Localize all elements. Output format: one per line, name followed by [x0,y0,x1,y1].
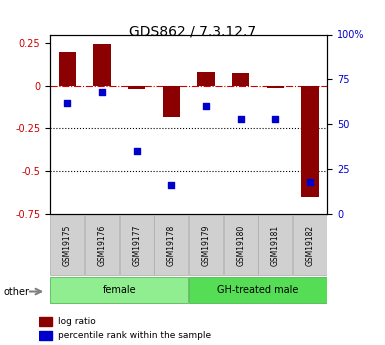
Bar [197,72,215,86]
FancyBboxPatch shape [50,215,84,275]
Point [64,100,70,106]
FancyBboxPatch shape [189,215,223,275]
Text: GH-treated male: GH-treated male [217,285,299,295]
FancyBboxPatch shape [85,215,119,275]
Text: log ratio: log ratio [58,317,96,326]
Text: percentile rank within the sample: percentile rank within the sample [58,331,211,340]
Point [238,116,244,121]
Point [99,89,105,95]
Bar [162,86,180,117]
Text: female: female [102,285,136,295]
Bar [301,86,318,197]
Text: GSM19178: GSM19178 [167,224,176,266]
Text: GDS862 / 7.3.12.7: GDS862 / 7.3.12.7 [129,24,256,38]
Text: GSM19180: GSM19180 [236,224,245,266]
FancyBboxPatch shape [293,215,327,275]
Bar [38,317,52,326]
Bar [128,86,145,89]
Bar [93,44,111,86]
Bar [266,86,284,88]
Text: GSM19175: GSM19175 [63,224,72,266]
Text: GSM19179: GSM19179 [201,224,211,266]
Text: GSM19182: GSM19182 [305,224,315,266]
Bar [232,73,249,86]
FancyBboxPatch shape [224,215,258,275]
Point [307,179,313,184]
Point [203,104,209,109]
Point [134,148,140,154]
Bar [59,52,76,86]
Text: GSM19176: GSM19176 [97,224,107,266]
Bar [38,331,52,340]
FancyBboxPatch shape [50,277,188,303]
FancyBboxPatch shape [189,277,326,303]
Point [168,183,174,188]
Text: GSM19177: GSM19177 [132,224,141,266]
Text: GSM19181: GSM19181 [271,224,280,266]
Point [272,116,278,121]
FancyBboxPatch shape [154,215,188,275]
FancyBboxPatch shape [120,215,154,275]
Text: other: other [4,287,30,296]
FancyBboxPatch shape [258,215,292,275]
